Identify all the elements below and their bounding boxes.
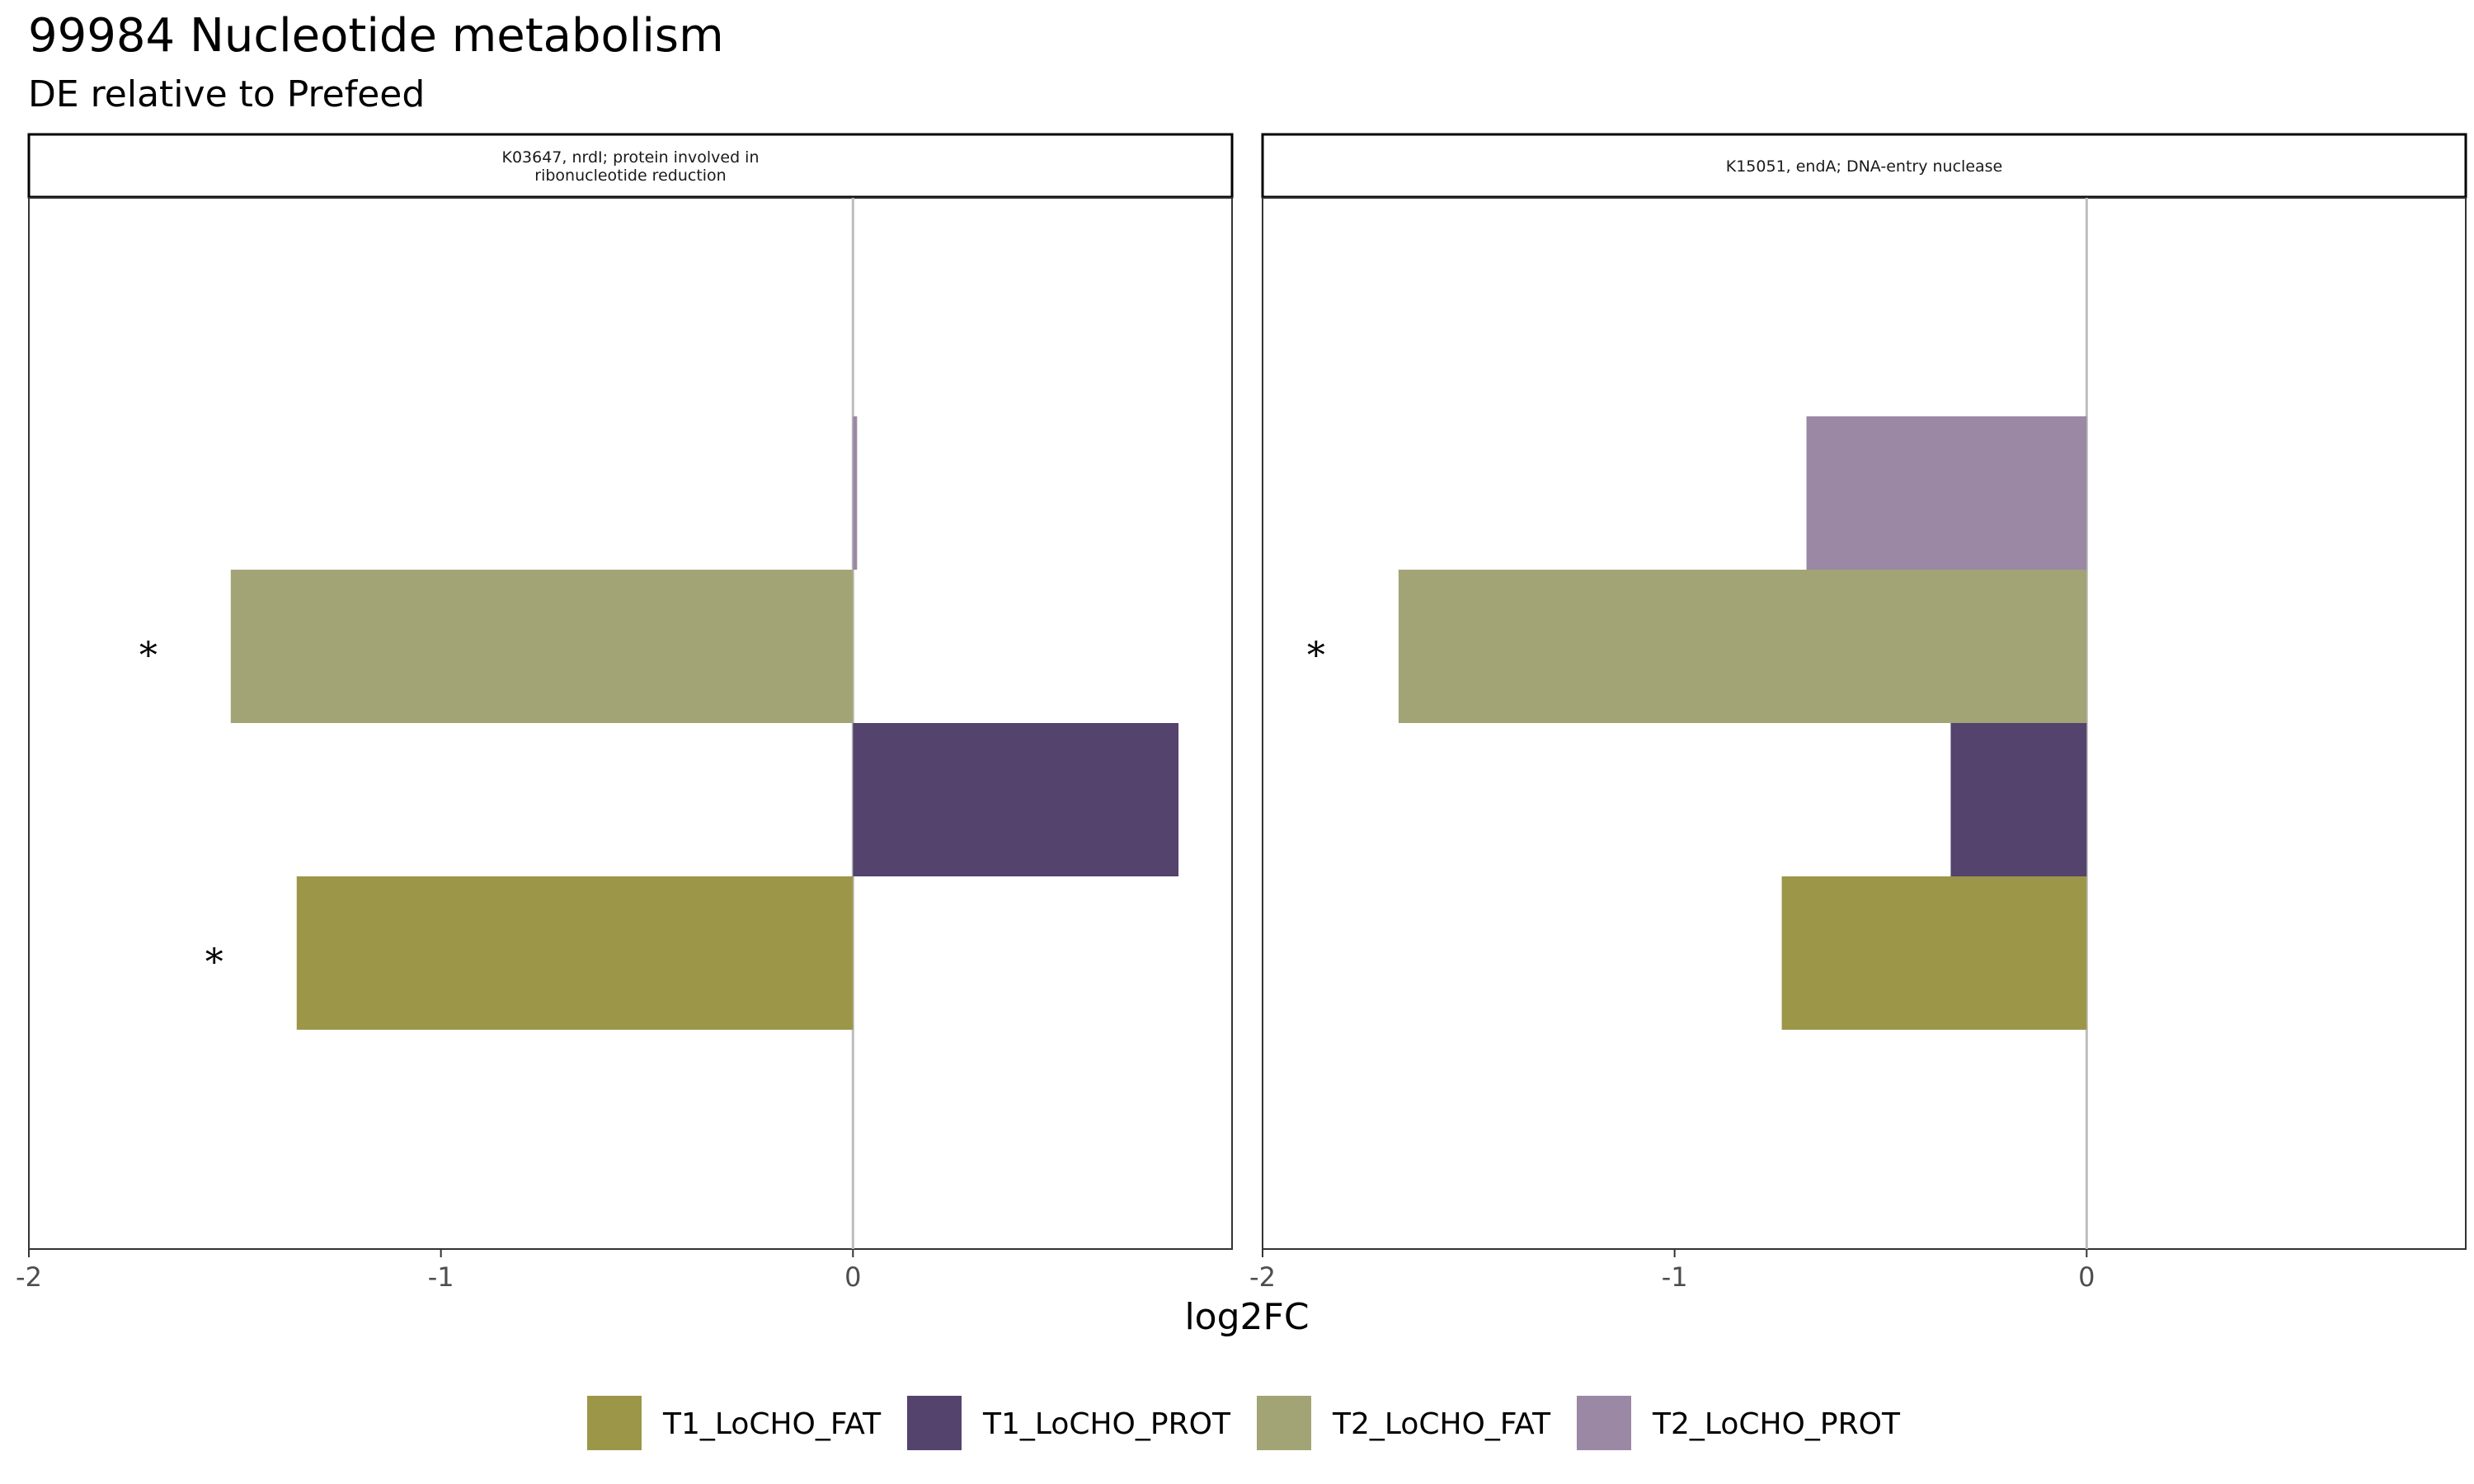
legend-item: T2_LoCHO_PROT bbox=[1577, 1396, 1901, 1450]
facet-panel: K03647, nrdI; protein involved inribonuc… bbox=[16, 133, 1234, 1293]
x-tick-label: -1 bbox=[428, 1261, 454, 1293]
bar-t1-locho-fat bbox=[1781, 876, 2087, 1030]
facet-panel: K15051, endA; DNA-entry nuclease * -2 -1 0 bbox=[1249, 133, 2467, 1293]
legend-swatch bbox=[1577, 1396, 1631, 1450]
bar-t2-locho-fat bbox=[230, 570, 854, 723]
bar-t2-locho-prot bbox=[1806, 416, 2087, 570]
panel-border bbox=[28, 197, 1233, 1250]
facet-strip-label: ribonucleotide reduction bbox=[534, 167, 726, 185]
facet-strip-label: K15051, endA; DNA-entry nuclease bbox=[1726, 157, 2003, 176]
facet-strip-label: K03647, nrdI; protein involved in bbox=[501, 148, 759, 167]
significance-marker: * bbox=[139, 635, 158, 677]
bar-t1-locho-prot bbox=[853, 723, 1179, 876]
legend-label: T2_LoCHO_PROT bbox=[1652, 1407, 1901, 1441]
bar-t2-locho-prot bbox=[853, 416, 858, 570]
legend-label: T1_LoCHO_PROT bbox=[982, 1407, 1231, 1441]
legend: T1_LoCHO_FAT T1_LoCHO_PROT T2_LoCHO_FAT T2_… bbox=[587, 1396, 1901, 1450]
legend-item: T1_LoCHO_PROT bbox=[907, 1396, 1231, 1450]
significance-marker: * bbox=[205, 942, 223, 984]
chart-title: 99984 Nucleotide metabolism bbox=[28, 9, 724, 63]
legend-swatch bbox=[587, 1396, 642, 1450]
x-tick-label: -2 bbox=[1249, 1261, 1276, 1293]
bar-t1-locho-fat bbox=[296, 876, 854, 1030]
x-axis-title: log2FC bbox=[1184, 1296, 1309, 1338]
x-tick-label: -2 bbox=[16, 1261, 42, 1293]
legend-item: T2_LoCHO_FAT bbox=[1257, 1396, 1551, 1450]
legend-label: T2_LoCHO_FAT bbox=[1332, 1407, 1551, 1441]
facet-strip bbox=[27, 133, 1234, 199]
bar-t1-locho-prot bbox=[1950, 723, 2087, 876]
bar-t2-locho-fat bbox=[1398, 570, 2087, 723]
panel-border bbox=[1262, 197, 2467, 1250]
facet-panels: K03647, nrdI; protein involved inribonuc… bbox=[16, 133, 2467, 1293]
significance-marker: * bbox=[1307, 635, 1325, 677]
chart-subtitle: DE relative to Prefeed bbox=[28, 73, 425, 115]
legend-label: T1_LoCHO_FAT bbox=[662, 1407, 882, 1441]
x-tick-label: -1 bbox=[1662, 1261, 1688, 1293]
x-tick-label: 0 bbox=[844, 1261, 861, 1293]
legend-item: T1_LoCHO_FAT bbox=[587, 1396, 882, 1450]
legend-swatch bbox=[1257, 1396, 1311, 1450]
x-tick-label: 0 bbox=[2078, 1261, 2095, 1293]
legend-swatch bbox=[907, 1396, 962, 1450]
